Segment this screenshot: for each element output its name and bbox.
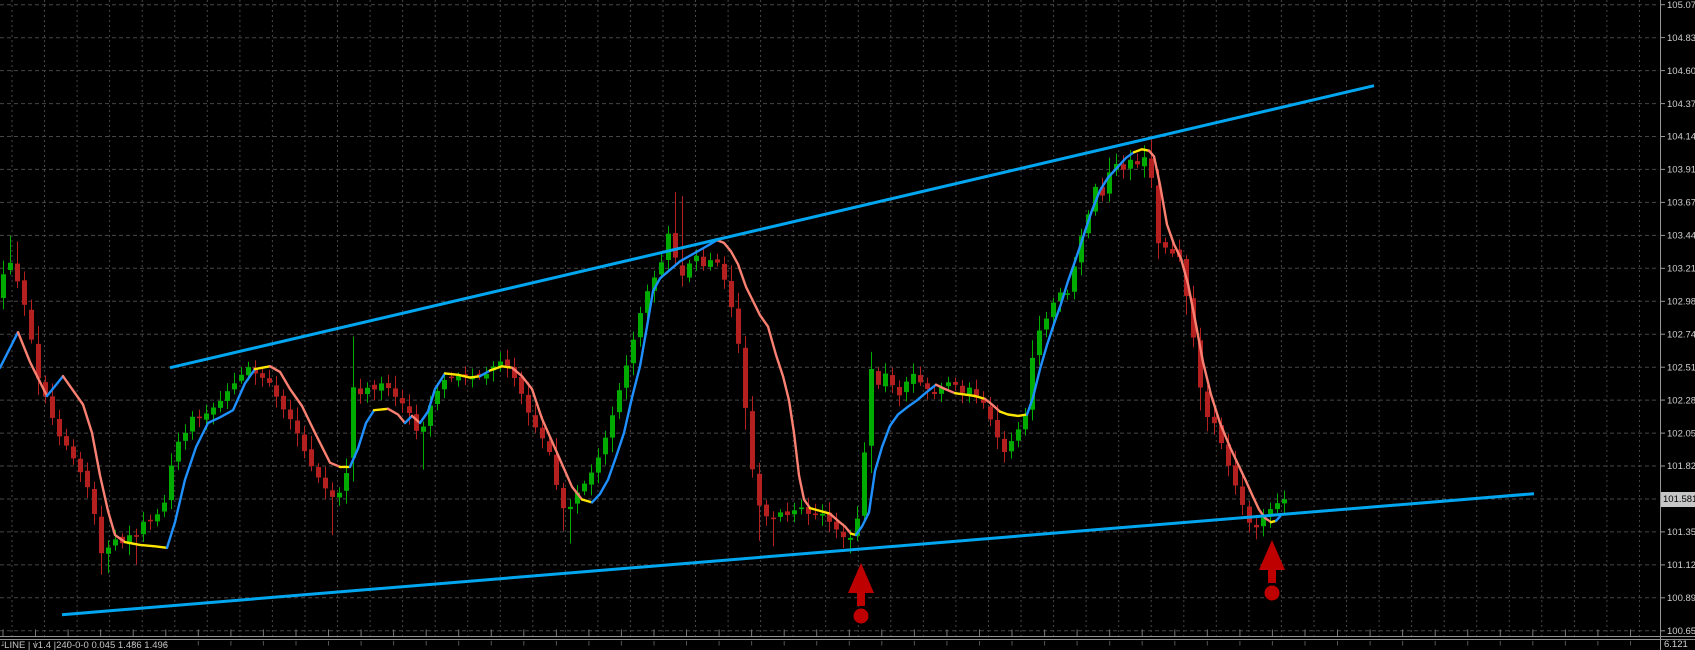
price-axis-label: 101.355 xyxy=(1667,527,1695,538)
price-axis[interactable]: 105.070 104.835 104.605 104.370 104.140 103.9… xyxy=(1660,0,1695,650)
grid xyxy=(0,0,1658,636)
price-axis-label: 101.820 xyxy=(1667,461,1695,472)
price-axis-label: 101.120 xyxy=(1667,560,1695,571)
buy-signal-2-arrow[interactable] xyxy=(1259,540,1285,601)
price-axis-label: 102.050 xyxy=(1667,428,1695,439)
price-axis-label: 102.515 xyxy=(1667,362,1695,373)
price-axis-label: 103.445 xyxy=(1667,231,1695,242)
price-axis-label: 100.890 xyxy=(1667,593,1695,604)
price-axis-label: 103.675 xyxy=(1667,198,1695,209)
price-axis-label: 102.980 xyxy=(1667,297,1695,308)
buy-signal-1-arrow[interactable] xyxy=(848,563,874,624)
price-axis-label: 102.280 xyxy=(1667,395,1695,406)
current-price-box: 101.581 xyxy=(1661,492,1695,507)
trend-ma-line xyxy=(0,148,1282,549)
price-axis-label: 105.070 xyxy=(1667,0,1695,11)
price-axis-label: 103.910 xyxy=(1667,165,1695,176)
price-axis-label: 102.745 xyxy=(1667,329,1695,340)
price-axis-label: 104.605 xyxy=(1667,66,1695,77)
price-axis-label: 103.210 xyxy=(1667,264,1695,275)
price-axis-label: 104.140 xyxy=(1667,132,1695,143)
price-axis-label: 104.835 xyxy=(1667,33,1695,44)
channel-lower[interactable] xyxy=(61,492,1535,617)
channel-upper[interactable] xyxy=(169,84,1375,370)
indicator-subwindow-value: 6.121 xyxy=(1664,639,1688,650)
time-axis-ticks xyxy=(2,629,1631,646)
price-axis-label: 104.370 xyxy=(1667,99,1695,110)
subwindow-separator[interactable] xyxy=(0,636,1695,640)
price-axis-label: 100.655 xyxy=(1667,626,1695,637)
indicator-subwindow-label: -LINE | v1.4 |240-0-0 0.045 1.486 1.496 xyxy=(1,640,169,650)
